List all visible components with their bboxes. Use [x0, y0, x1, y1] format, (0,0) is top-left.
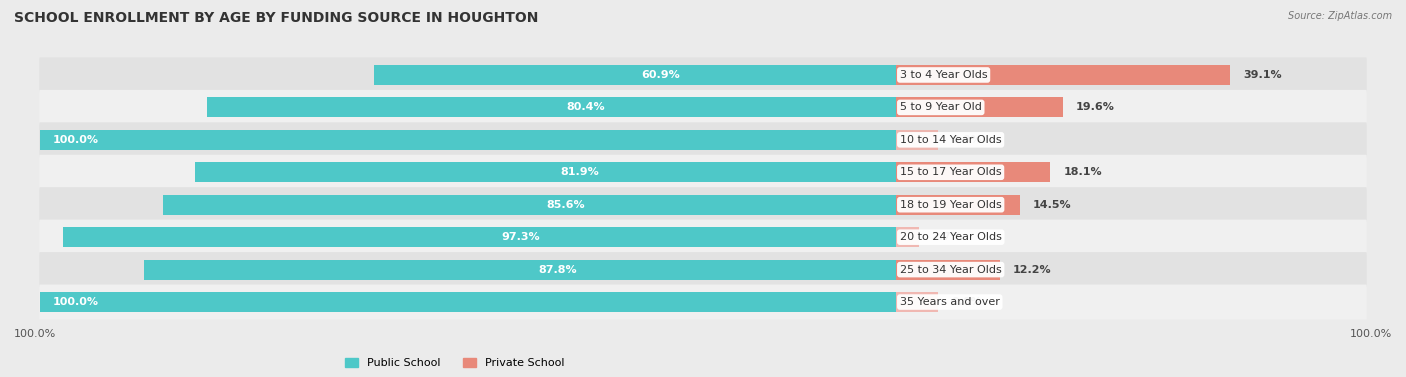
Text: 100.0%: 100.0% [52, 135, 98, 145]
FancyBboxPatch shape [39, 187, 1367, 222]
Text: 39.1%: 39.1% [1243, 70, 1282, 80]
Bar [63, 227, 896, 247]
Text: 20 to 24 Year Olds: 20 to 24 Year Olds [900, 232, 1001, 242]
FancyBboxPatch shape [39, 57, 1367, 92]
Text: 97.3%: 97.3% [502, 232, 540, 242]
Text: 60.9%: 60.9% [641, 70, 681, 80]
Text: SCHOOL ENROLLMENT BY AGE BY FUNDING SOURCE IN HOUGHTON: SCHOOL ENROLLMENT BY AGE BY FUNDING SOUR… [14, 11, 538, 25]
Bar [896, 130, 938, 150]
Text: 81.9%: 81.9% [561, 167, 599, 177]
Text: 87.8%: 87.8% [538, 265, 576, 274]
Bar [896, 65, 1230, 85]
FancyBboxPatch shape [39, 220, 1367, 255]
Text: 0.0%: 0.0% [952, 135, 981, 145]
FancyBboxPatch shape [39, 122, 1367, 157]
Text: 80.4%: 80.4% [567, 103, 605, 112]
Text: 10 to 14 Year Olds: 10 to 14 Year Olds [900, 135, 1001, 145]
Text: 0.0%: 0.0% [952, 297, 981, 307]
Bar [39, 130, 896, 150]
Bar [896, 162, 1050, 182]
Bar [374, 65, 896, 85]
Text: 18 to 19 Year Olds: 18 to 19 Year Olds [900, 200, 1001, 210]
Text: Source: ZipAtlas.com: Source: ZipAtlas.com [1288, 11, 1392, 21]
Text: 5 to 9 Year Old: 5 to 9 Year Old [900, 103, 981, 112]
FancyBboxPatch shape [39, 252, 1367, 287]
Text: 12.2%: 12.2% [1012, 265, 1052, 274]
Bar [896, 195, 1019, 215]
Bar [163, 195, 896, 215]
FancyBboxPatch shape [39, 155, 1367, 190]
Bar [896, 292, 938, 312]
Bar [896, 259, 1000, 280]
Text: 19.6%: 19.6% [1076, 103, 1115, 112]
FancyBboxPatch shape [39, 285, 1367, 320]
Bar [145, 259, 896, 280]
Bar [896, 227, 918, 247]
Text: 25 to 34 Year Olds: 25 to 34 Year Olds [900, 265, 1001, 274]
Text: 15 to 17 Year Olds: 15 to 17 Year Olds [900, 167, 1001, 177]
Text: 85.6%: 85.6% [547, 200, 585, 210]
Bar [39, 292, 896, 312]
FancyBboxPatch shape [39, 90, 1367, 125]
Bar [194, 162, 896, 182]
Text: 14.5%: 14.5% [1032, 200, 1071, 210]
Text: 2.7%: 2.7% [932, 232, 962, 242]
Text: 100.0%: 100.0% [52, 297, 98, 307]
Text: 18.1%: 18.1% [1063, 167, 1102, 177]
Text: 100.0%: 100.0% [1350, 329, 1392, 339]
Text: 100.0%: 100.0% [14, 329, 56, 339]
Text: 35 Years and over: 35 Years and over [900, 297, 1000, 307]
Bar [208, 97, 896, 118]
Bar [896, 97, 1063, 118]
Legend: Public School, Private School: Public School, Private School [340, 353, 569, 372]
Text: 3 to 4 Year Olds: 3 to 4 Year Olds [900, 70, 987, 80]
